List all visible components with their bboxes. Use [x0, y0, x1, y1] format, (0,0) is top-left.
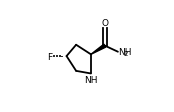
Text: F: F	[47, 52, 52, 61]
Text: NH: NH	[118, 48, 132, 57]
Polygon shape	[91, 45, 106, 55]
Text: 2: 2	[123, 51, 128, 57]
Text: NH: NH	[84, 75, 98, 84]
Text: O: O	[101, 19, 108, 28]
